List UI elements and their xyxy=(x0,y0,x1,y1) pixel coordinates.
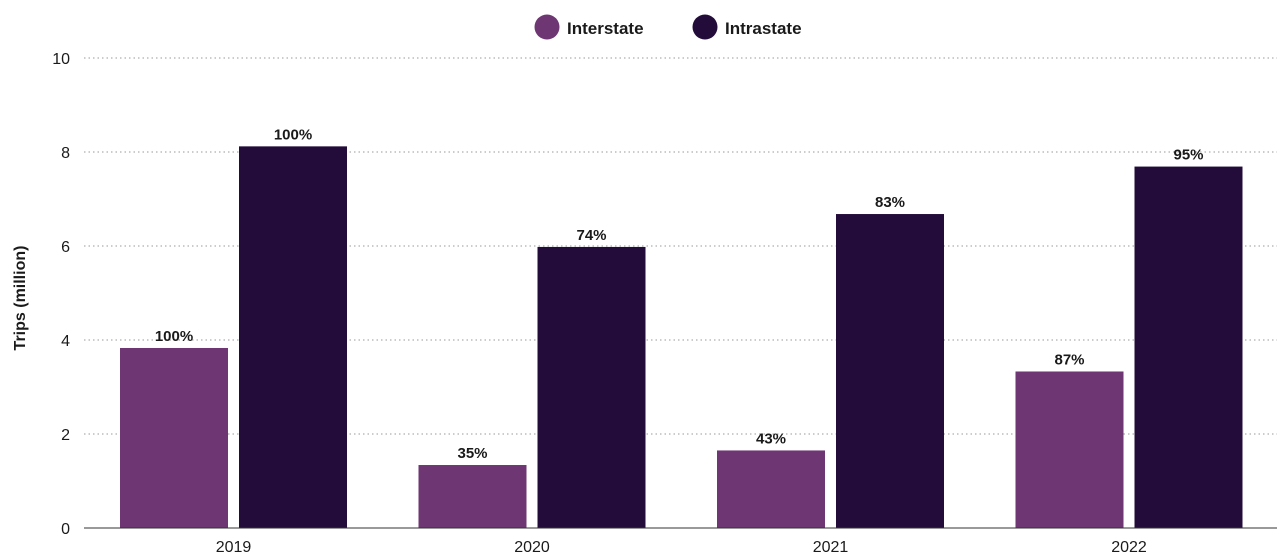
y-axis-ticks: 0 2 4 6 8 10 xyxy=(52,51,70,538)
bars xyxy=(120,146,1243,529)
x-axis-ticks: 2019 2020 2021 2022 xyxy=(216,539,1147,553)
x-tick-label: 2022 xyxy=(1111,539,1147,553)
y-axis-label: Trips (million) xyxy=(12,246,29,351)
y-tick-label: 6 xyxy=(61,239,70,256)
data-label: 95% xyxy=(1173,147,1203,164)
legend-label-interstate: Interstate xyxy=(567,19,644,38)
data-label: 100% xyxy=(155,328,193,345)
x-tick-label: 2019 xyxy=(216,539,252,553)
data-label: 74% xyxy=(576,227,606,244)
data-label: 87% xyxy=(1054,351,1084,368)
bar-intrastate-2019 xyxy=(239,146,347,529)
y-tick-label: 2 xyxy=(61,427,70,444)
bar-intrastate-2022 xyxy=(1134,166,1243,528)
x-tick-label: 2020 xyxy=(514,539,550,553)
bar-interstate-2022 xyxy=(1015,371,1124,528)
legend-swatch-intrastate xyxy=(692,14,718,40)
data-label: 100% xyxy=(274,126,312,143)
x-tick-label: 2021 xyxy=(813,539,849,553)
legend-swatch-interstate xyxy=(534,14,560,40)
data-label: 83% xyxy=(875,194,905,211)
bar-intrastate-2020 xyxy=(537,246,646,528)
y-tick-label: 0 xyxy=(61,521,70,538)
bar-intrastate-2021 xyxy=(836,214,944,529)
y-tick-label: 8 xyxy=(61,145,70,162)
bar-interstate-2021 xyxy=(717,450,825,528)
legend-label-intrastate: Intrastate xyxy=(725,19,802,38)
bar-interstate-2020 xyxy=(418,465,527,528)
legend: Interstate Intrastate xyxy=(534,14,802,40)
data-label: 35% xyxy=(457,445,487,462)
y-tick-label: 4 xyxy=(61,333,70,350)
y-tick-label: 10 xyxy=(52,51,70,68)
bar-interstate-2019 xyxy=(120,347,228,528)
data-label: 43% xyxy=(756,430,786,447)
data-labels: 100% 100% 35% 74% 43% 83% 87% 95% xyxy=(155,126,1204,462)
